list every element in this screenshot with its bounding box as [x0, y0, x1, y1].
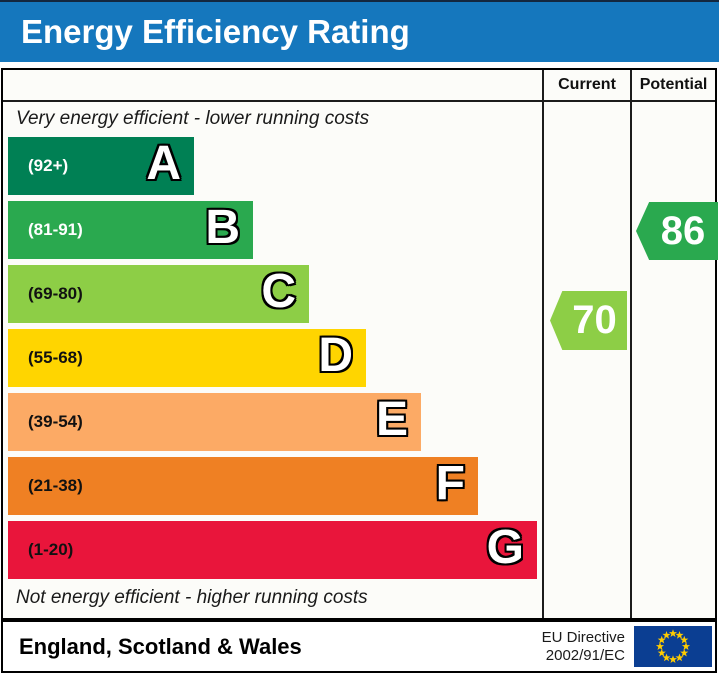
- bottom-note: Not energy efficient - higher running co…: [16, 587, 368, 608]
- region-label: England, Scotland & Wales: [19, 633, 302, 659]
- band-letter: C: [261, 265, 296, 319]
- band-range-label: (1-20): [28, 540, 74, 559]
- band-row-f: (21-38) F: [8, 457, 478, 515]
- band-row-g: (1-20) G: [8, 521, 537, 579]
- band-letter: F: [435, 457, 465, 511]
- eu-flag-icon: [634, 626, 712, 667]
- band-row-e: (39-54) E: [8, 393, 421, 451]
- title-bar: Energy Efficiency Rating: [0, 0, 719, 62]
- potential-rating-arrow: 86: [636, 202, 718, 260]
- band-row-c: (69-80) C: [8, 265, 309, 323]
- band-letter: D: [318, 329, 353, 383]
- eu-directive-label: EU Directive 2002/91/EC: [541, 629, 625, 664]
- band-range-label: (81-91): [28, 220, 83, 239]
- potential-rating-value: 86: [660, 208, 706, 253]
- band-range-label: (69-80): [28, 284, 83, 303]
- current-rating-value: 70: [572, 298, 617, 342]
- band-letter: A: [146, 137, 181, 191]
- band-letter: G: [486, 521, 524, 575]
- footer-bar: England, Scotland & Wales EU Directive 2…: [1, 620, 717, 673]
- band-row-a: (92+) A: [8, 137, 194, 195]
- current-column-divider: [542, 70, 544, 618]
- band-letter: B: [205, 201, 240, 255]
- header-divider: [3, 100, 715, 102]
- band-range-label: (92+): [28, 156, 69, 175]
- band-letter: E: [375, 393, 408, 447]
- band-row-b: (81-91) B: [8, 201, 253, 259]
- page-title: Energy Efficiency Rating: [21, 13, 410, 50]
- top-note: Very energy efficient - lower running co…: [16, 108, 370, 129]
- rating-table: Current Potential Very energy efficient …: [1, 68, 718, 620]
- band-row-d: (55-68) D: [8, 329, 366, 387]
- potential-column-divider: [630, 70, 632, 618]
- band-range-label: (39-54): [28, 412, 83, 431]
- column-header-potential: Potential: [639, 76, 708, 93]
- band-range-label: (21-38): [28, 476, 83, 495]
- band-range-label: (55-68): [28, 348, 83, 367]
- current-rating-arrow: 70: [550, 291, 627, 350]
- column-header-current: Current: [558, 76, 616, 93]
